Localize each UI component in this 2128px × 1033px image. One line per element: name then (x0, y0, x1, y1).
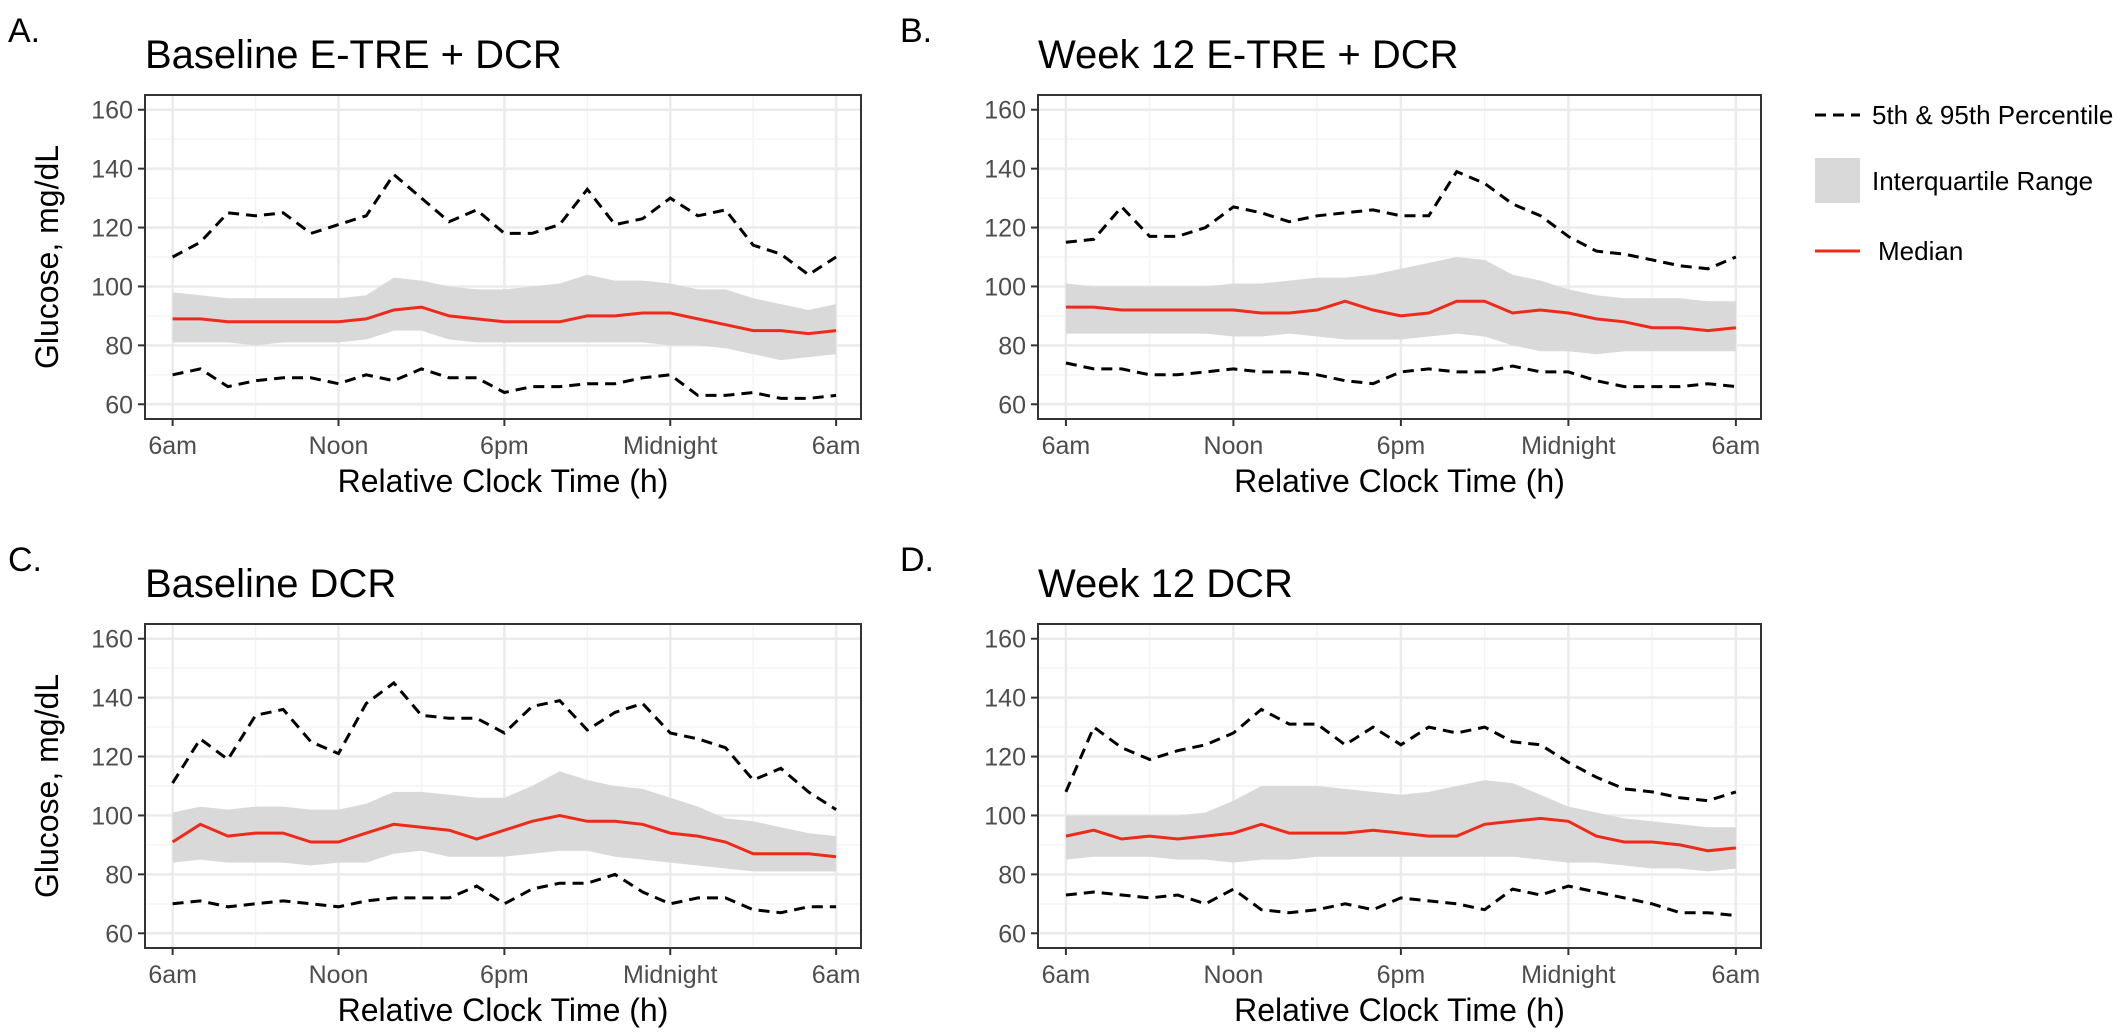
chart-panel: C. Baseline DCR 60 80 100 120 140 160 6am Noon 6pm… (8, 541, 862, 1028)
panel-letter: B. (900, 12, 932, 50)
panel-border (1037, 94, 1762, 420)
p5-line (1065, 884, 1737, 918)
x-tick-label: Noon (1204, 432, 1264, 460)
legend-percentile-label: 5th & 95th Percentile (1872, 100, 2113, 130)
x-tick-label: Midnight (1521, 432, 1616, 460)
x-tick-label: 6pm (1377, 432, 1426, 460)
y-tick-label: 80 (105, 861, 133, 889)
y-tick-label: 160 (91, 626, 133, 654)
panel-title: Baseline DCR (145, 562, 396, 606)
panel-border (1037, 623, 1762, 949)
median-line (1065, 299, 1737, 333)
y-tick-label: 120 (91, 744, 133, 772)
chart-panel: A. Baseline E-TRE + DCR 60 80 100 120 140 160 6a… (8, 12, 862, 499)
chart-panel: D. Week 12 DCR 60 80 100 120 140 160 6am Noon 6pm M… (900, 541, 1762, 1028)
p5-line (172, 367, 837, 400)
panel-letter: C. (8, 541, 42, 579)
panel-border (144, 623, 862, 949)
y-tick-label: 140 (91, 685, 133, 713)
x-axis-title: Relative Clock Time (h) (1234, 463, 1565, 499)
y-tick-label: 80 (998, 861, 1026, 889)
panel-letter: D. (900, 541, 934, 579)
panel-title: Baseline E-TRE + DCR (145, 33, 562, 77)
y-tick-label: 160 (91, 97, 133, 125)
grid (145, 624, 861, 948)
median-line (172, 305, 837, 336)
y-axis-title: Glucose, mg/dL (29, 145, 65, 369)
x-tick-label: 6pm (1377, 961, 1426, 989)
x-tick-label: Midnight (623, 432, 718, 460)
y-tick-label: 140 (984, 156, 1026, 184)
x-tick-label: 6am (148, 961, 197, 989)
x-axis-title: Relative Clock Time (h) (1234, 992, 1565, 1028)
p5-line (172, 872, 837, 915)
y-tick-label: 120 (984, 744, 1026, 772)
y-axis-title: Glucose, mg/dL (29, 674, 65, 898)
y-tick-label: 120 (984, 215, 1026, 243)
x-tick-label: 6pm (480, 432, 529, 460)
x-tick-label: 6am (812, 432, 861, 460)
p95-line (1064, 707, 1737, 803)
median-line (1065, 816, 1737, 853)
p95-line (171, 172, 837, 277)
iqr-ribbon (172, 771, 837, 872)
x-axis-title: Relative Clock Time (h) (338, 463, 669, 499)
y-tick-label: 60 (998, 391, 1026, 419)
y-tick-label: 60 (105, 391, 133, 419)
panel-letter: A. (8, 12, 40, 50)
x-tick-label: Noon (309, 961, 369, 989)
legend-median-label: Median (1878, 236, 1963, 266)
y-tick-label: 60 (105, 920, 133, 948)
y-tick-label: 100 (984, 802, 1026, 830)
panels-container: A. Baseline E-TRE + DCR 60 80 100 120 140 160 6a… (8, 12, 1762, 1028)
y-tick-label: 80 (998, 332, 1026, 360)
iqr-ribbon (1065, 257, 1736, 355)
legend-iqr-key (1815, 158, 1860, 203)
iqr-ribbon (172, 274, 837, 361)
x-tick-label: 6pm (480, 961, 529, 989)
legend: 5th & 95th Percentile Interquartile Rang… (1815, 100, 2113, 266)
y-tick-label: 140 (984, 685, 1026, 713)
p95-line (171, 680, 837, 811)
x-tick-label: Noon (309, 432, 369, 460)
x-tick-label: Midnight (623, 961, 718, 989)
iqr-ribbon (1065, 780, 1736, 872)
panel-title: Week 12 E-TRE + DCR (1038, 33, 1459, 77)
x-tick-label: 6am (1042, 961, 1091, 989)
y-tick-label: 100 (984, 273, 1026, 301)
x-tick-label: 6am (812, 961, 861, 989)
y-tick-label: 120 (91, 215, 133, 243)
y-tick-label: 140 (91, 156, 133, 184)
y-tick-label: 60 (998, 920, 1026, 948)
x-tick-label: 6am (1712, 961, 1761, 989)
chart-panel: B. Week 12 E-TRE + DCR 60 80 100 120 140 160 6am… (900, 12, 1762, 499)
x-tick-label: Midnight (1521, 961, 1616, 989)
y-tick-label: 160 (984, 97, 1026, 125)
grid (1038, 95, 1761, 419)
y-tick-label: 100 (91, 802, 133, 830)
y-tick-label: 160 (984, 626, 1026, 654)
y-tick-label: 100 (91, 273, 133, 301)
p5-line (1065, 361, 1737, 389)
x-axis-title: Relative Clock Time (h) (338, 992, 669, 1028)
panel-border (144, 94, 862, 420)
x-tick-label: 6am (1042, 432, 1091, 460)
y-tick-label: 80 (105, 332, 133, 360)
grid (145, 95, 861, 419)
median-line (171, 813, 837, 859)
x-tick-label: 6am (1712, 432, 1761, 460)
x-tick-label: 6am (148, 432, 197, 460)
legend-iqr-label: Interquartile Range (1872, 166, 2093, 196)
x-tick-label: Noon (1204, 961, 1264, 989)
panel-title: Week 12 DCR (1038, 562, 1293, 606)
